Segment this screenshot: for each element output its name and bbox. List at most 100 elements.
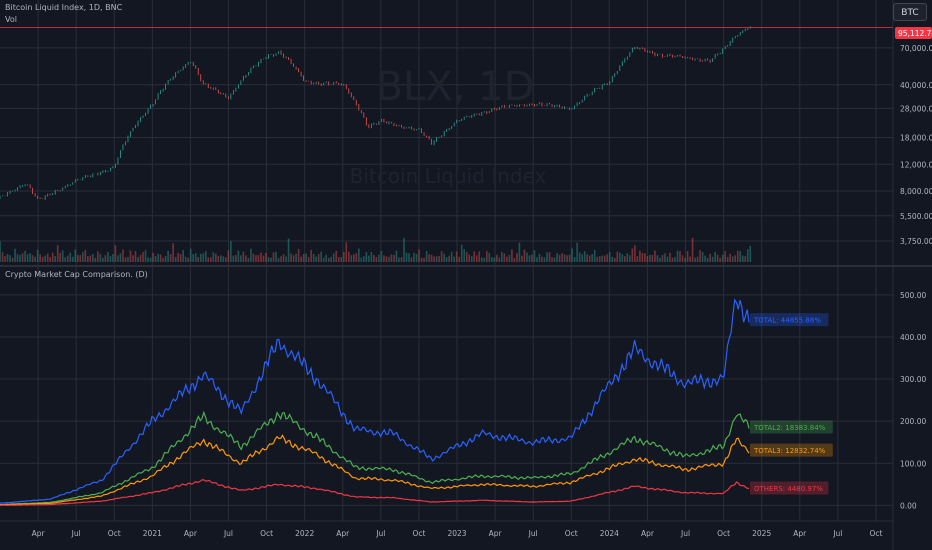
time-tick-label: Oct [717,529,730,538]
volume-bar [639,250,641,262]
volume-bar [34,256,36,262]
time-tick-label: 2023 [447,529,466,538]
volume-bar [686,251,689,262]
volume-bars [0,237,752,262]
volume-bar [583,251,586,262]
volume-bar [154,256,157,262]
series-label-total3: TOTAL3: 12832.74% [753,447,826,455]
volume-bar [252,253,255,262]
volume-bar [493,257,496,262]
indicator-axis[interactable]: 500.00 400.00 300.00 200.00 100.00 0.00 [900,291,926,511]
volume-bar [114,245,117,262]
volume-bar [455,251,458,262]
volume-bar [307,257,310,262]
time-tick-label: Apr [489,529,503,538]
volume-bar [408,253,410,262]
volume-bar [194,253,197,262]
volume-bar [255,255,257,262]
volume-bar [413,252,415,262]
volume-bar [553,257,556,262]
volume-bar [671,257,674,262]
volume-bar [656,255,659,262]
volume-bar [741,255,744,262]
volume-bar [518,242,521,262]
volume-bar [749,245,752,262]
volume-bar [513,257,516,262]
volume-bar [51,252,54,262]
volume-bar [651,254,654,262]
volume-bar [491,257,493,262]
volume-bar [701,252,704,262]
volume-bar [54,256,57,262]
volume-bar [182,250,184,262]
symbol-button[interactable]: BTC [893,3,927,21]
volume-bar [342,251,345,262]
time-tick-label: Jul [375,529,385,538]
time-tick-label: Oct [869,529,882,538]
volume-bar [242,251,245,262]
volume-legend[interactable]: Vol [5,15,17,24]
indicator-title[interactable]: Crypto Market Cap Comparison. (D) [5,270,148,279]
price-tick-label: 12,000.00 [900,160,932,169]
volume-bar [428,254,430,262]
volume-bar [0,241,1,262]
time-tick-label: Apr [184,529,198,538]
volume-bar [142,252,144,262]
volume-bar [292,255,295,262]
volume-bar [214,253,217,262]
volume-bar [317,254,320,262]
volume-bar [275,251,277,262]
volume-bar [704,255,706,262]
volume-bar [684,257,686,262]
volume-bar [127,256,129,262]
volume-bar [478,251,481,262]
time-tick-label: Oct [260,529,273,538]
volume-bar [46,253,49,262]
volume-bar [102,257,104,262]
price-tick-label: 3,750.00 [900,237,932,246]
volume-bar [485,251,488,262]
volume-bar [654,250,656,262]
volume-bar [721,254,724,262]
volume-bar [548,252,551,262]
volume-bar [16,254,19,262]
volume-bar [385,256,388,262]
volume-bar [134,251,137,262]
volume-bar [398,257,400,262]
volume-bar [480,257,483,262]
volume-bar [674,257,676,262]
volume-bar [405,252,408,262]
volume-bar [724,251,726,262]
volume-bar [280,256,282,262]
volume-bar [531,254,533,262]
volume-bar [626,253,629,262]
volume-bar [230,241,232,262]
series-label-bg [750,443,833,457]
volume-bar [475,255,478,262]
volume-bar [526,252,528,262]
volume-bar [410,257,413,262]
indicator-tick-label: 500.00 [900,291,926,300]
series-line-total2 [0,410,750,506]
price-tick-label: 5,500.00 [900,212,932,221]
volume-bar [217,256,220,262]
volume-bar [418,249,420,262]
chart-title[interactable]: Bitcoin Liquid Index, 1D, BNC [5,3,123,12]
volume-bar [373,255,375,262]
volume-bar [71,256,74,262]
volume-bar [302,253,305,262]
volume-bar [546,252,548,262]
volume-bar [624,256,626,262]
volume-bar [144,250,147,262]
volume-bar [24,250,26,262]
volume-bar [634,245,636,262]
price-tick-label: 18,000.00 [900,133,932,142]
time-axis[interactable]: Apr Jul Oct 2021 Apr Jul Oct 2022 Apr Jul Oct 2023 A… [32,529,883,538]
volume-bar [618,252,621,262]
series-line-total [0,298,750,504]
volume-bar [222,256,225,262]
volume-bar [576,242,578,262]
volume-bar [358,248,360,262]
price-axis[interactable]: 70,000.00 40,000.00 28,000.00 18,000.00 12,0… [900,44,932,246]
